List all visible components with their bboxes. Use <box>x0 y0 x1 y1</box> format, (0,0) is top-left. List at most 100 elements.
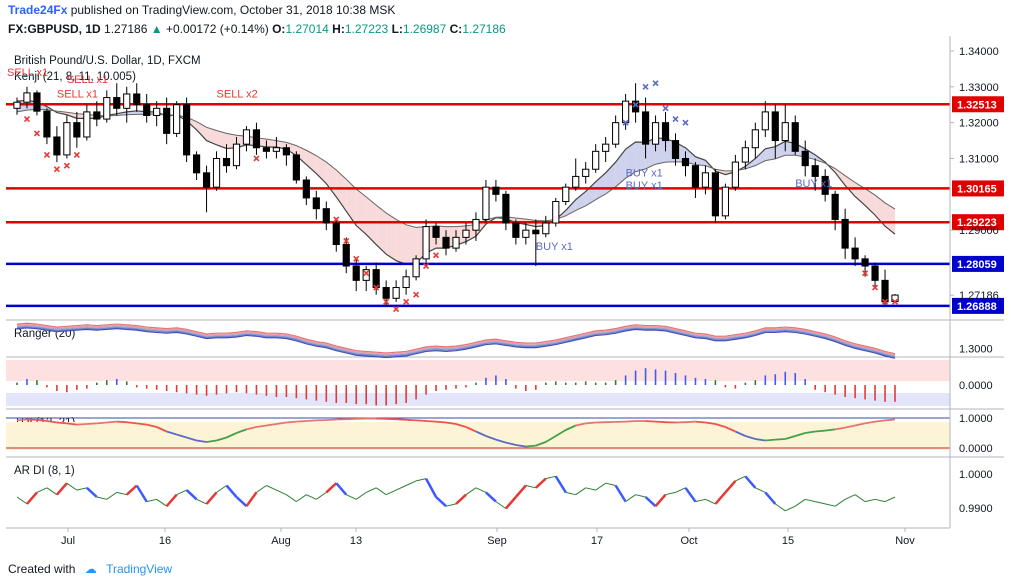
sell-cross-marker <box>363 270 370 277</box>
signal-label: BUY x1 <box>536 241 573 253</box>
kenji-band-segment <box>575 191 586 211</box>
ardi-segment <box>654 493 667 508</box>
price-tick-label: 1.34000 <box>959 46 999 58</box>
ardi-tick-label: 1.0000 <box>959 469 993 481</box>
ardi-segment <box>445 503 457 507</box>
candle-body <box>272 147 280 152</box>
candle-body <box>13 101 21 109</box>
candle-body <box>53 136 61 156</box>
tdi-segment <box>266 423 277 427</box>
candle-body <box>412 258 420 278</box>
tdi-segment <box>775 438 786 441</box>
tdi-segment <box>16 418 28 422</box>
ardi-segment <box>316 491 327 500</box>
chart-canvas[interactable]: British Pound/U.S. Dollar, 1D, FXCM Kenj… <box>0 0 1011 560</box>
ardi-segment <box>76 487 87 491</box>
candle-body <box>212 157 221 188</box>
ardi-segment <box>146 498 157 503</box>
tdi-segment <box>475 430 487 437</box>
candle-body <box>711 172 720 217</box>
tdi-tick-label: 0.0000 <box>959 443 993 455</box>
tdi-segment <box>196 439 207 443</box>
ardi-segment <box>276 489 287 496</box>
ardi-segment <box>16 496 28 505</box>
candle-body <box>791 122 799 152</box>
candle-body <box>701 172 710 188</box>
tdi-segment <box>834 426 846 431</box>
ardi-segment <box>116 491 127 496</box>
candle-body <box>761 111 769 131</box>
candle-body <box>771 111 779 142</box>
candle-body <box>751 129 759 149</box>
candle-body <box>43 110 51 138</box>
ardi-segment <box>85 486 98 498</box>
ardi-segment <box>46 487 58 496</box>
sell-cross-marker <box>53 166 60 173</box>
candle-body <box>881 279 889 303</box>
candle-body <box>691 165 700 188</box>
buy-cross-marker <box>682 119 689 126</box>
kenji-band-segment <box>885 202 896 235</box>
tdi-segment <box>844 424 856 429</box>
symbol-label[interactable]: FX:GBPUSD, 1D <box>8 22 101 36</box>
sell-cross-marker <box>43 151 50 158</box>
ardi-tick-label: 0.9900 <box>959 503 993 515</box>
signal-label: BUY x1 <box>626 167 663 179</box>
ardi-segment <box>26 491 38 505</box>
candle-body <box>83 111 91 138</box>
tdi-segment <box>535 441 547 447</box>
tdi-segment <box>575 422 586 427</box>
tdi-segment <box>725 426 736 433</box>
ardi-segment <box>216 485 227 493</box>
ardi-segment <box>346 494 357 500</box>
ardi-segment <box>475 487 487 493</box>
tdi-tick-label: 1.0000 <box>959 413 993 425</box>
candle-body <box>352 265 360 281</box>
kenji-band-segment <box>875 195 886 227</box>
tdi-segment <box>525 444 536 448</box>
publish-text: published on TradingView.com, October 31… <box>67 3 396 17</box>
time-tick-label: Aug <box>271 535 291 547</box>
price-tick-label: 1.29000 <box>959 225 999 237</box>
tdi-segment <box>296 420 307 423</box>
tdi-segment <box>864 420 876 425</box>
candle-body <box>332 222 340 246</box>
sell-cross-marker <box>33 130 41 137</box>
tdi-segment <box>216 436 227 442</box>
ardi-segment <box>864 498 876 503</box>
candle-body <box>33 92 41 112</box>
ranger-line <box>16 322 896 355</box>
sell-cross-marker <box>73 151 80 158</box>
tdi-segment <box>794 432 806 437</box>
tdi-segment <box>455 423 467 428</box>
time-tick-label: 17 <box>591 535 603 547</box>
candle-body <box>801 150 809 167</box>
tdi-segment <box>815 429 826 433</box>
tradingview-link[interactable]: TradingView <box>106 562 173 576</box>
tradingview-logo-icon[interactable]: ☁ <box>84 562 97 576</box>
ardi-segment <box>744 475 757 489</box>
tdi-segment <box>246 426 257 431</box>
ardi-segment <box>465 487 477 496</box>
kenji-band-segment <box>306 150 317 174</box>
candle-body <box>292 154 300 181</box>
buy-cross-marker <box>622 119 629 126</box>
sell-cross-marker <box>403 298 410 305</box>
tdi-segment <box>226 432 237 439</box>
brand-link[interactable]: Trade24Fx <box>8 3 68 17</box>
candles-layer[interactable] <box>13 83 899 306</box>
ardi-segment <box>825 503 836 507</box>
low-label: L: <box>391 22 403 36</box>
candle-body <box>302 179 310 199</box>
candle-body <box>671 140 680 159</box>
ardi-segment <box>595 482 606 491</box>
candle-body <box>811 165 819 177</box>
ardi-segment <box>695 498 706 503</box>
indicator-title: Kenji (21, 8, 11, 10.005) <box>14 71 136 83</box>
sell-cross-marker <box>333 216 340 223</box>
candle-body <box>262 147 271 152</box>
ardi-segment <box>844 494 856 500</box>
candle-body <box>192 154 201 174</box>
kenji-band-segment <box>316 155 327 184</box>
ardi-segment <box>106 491 118 500</box>
